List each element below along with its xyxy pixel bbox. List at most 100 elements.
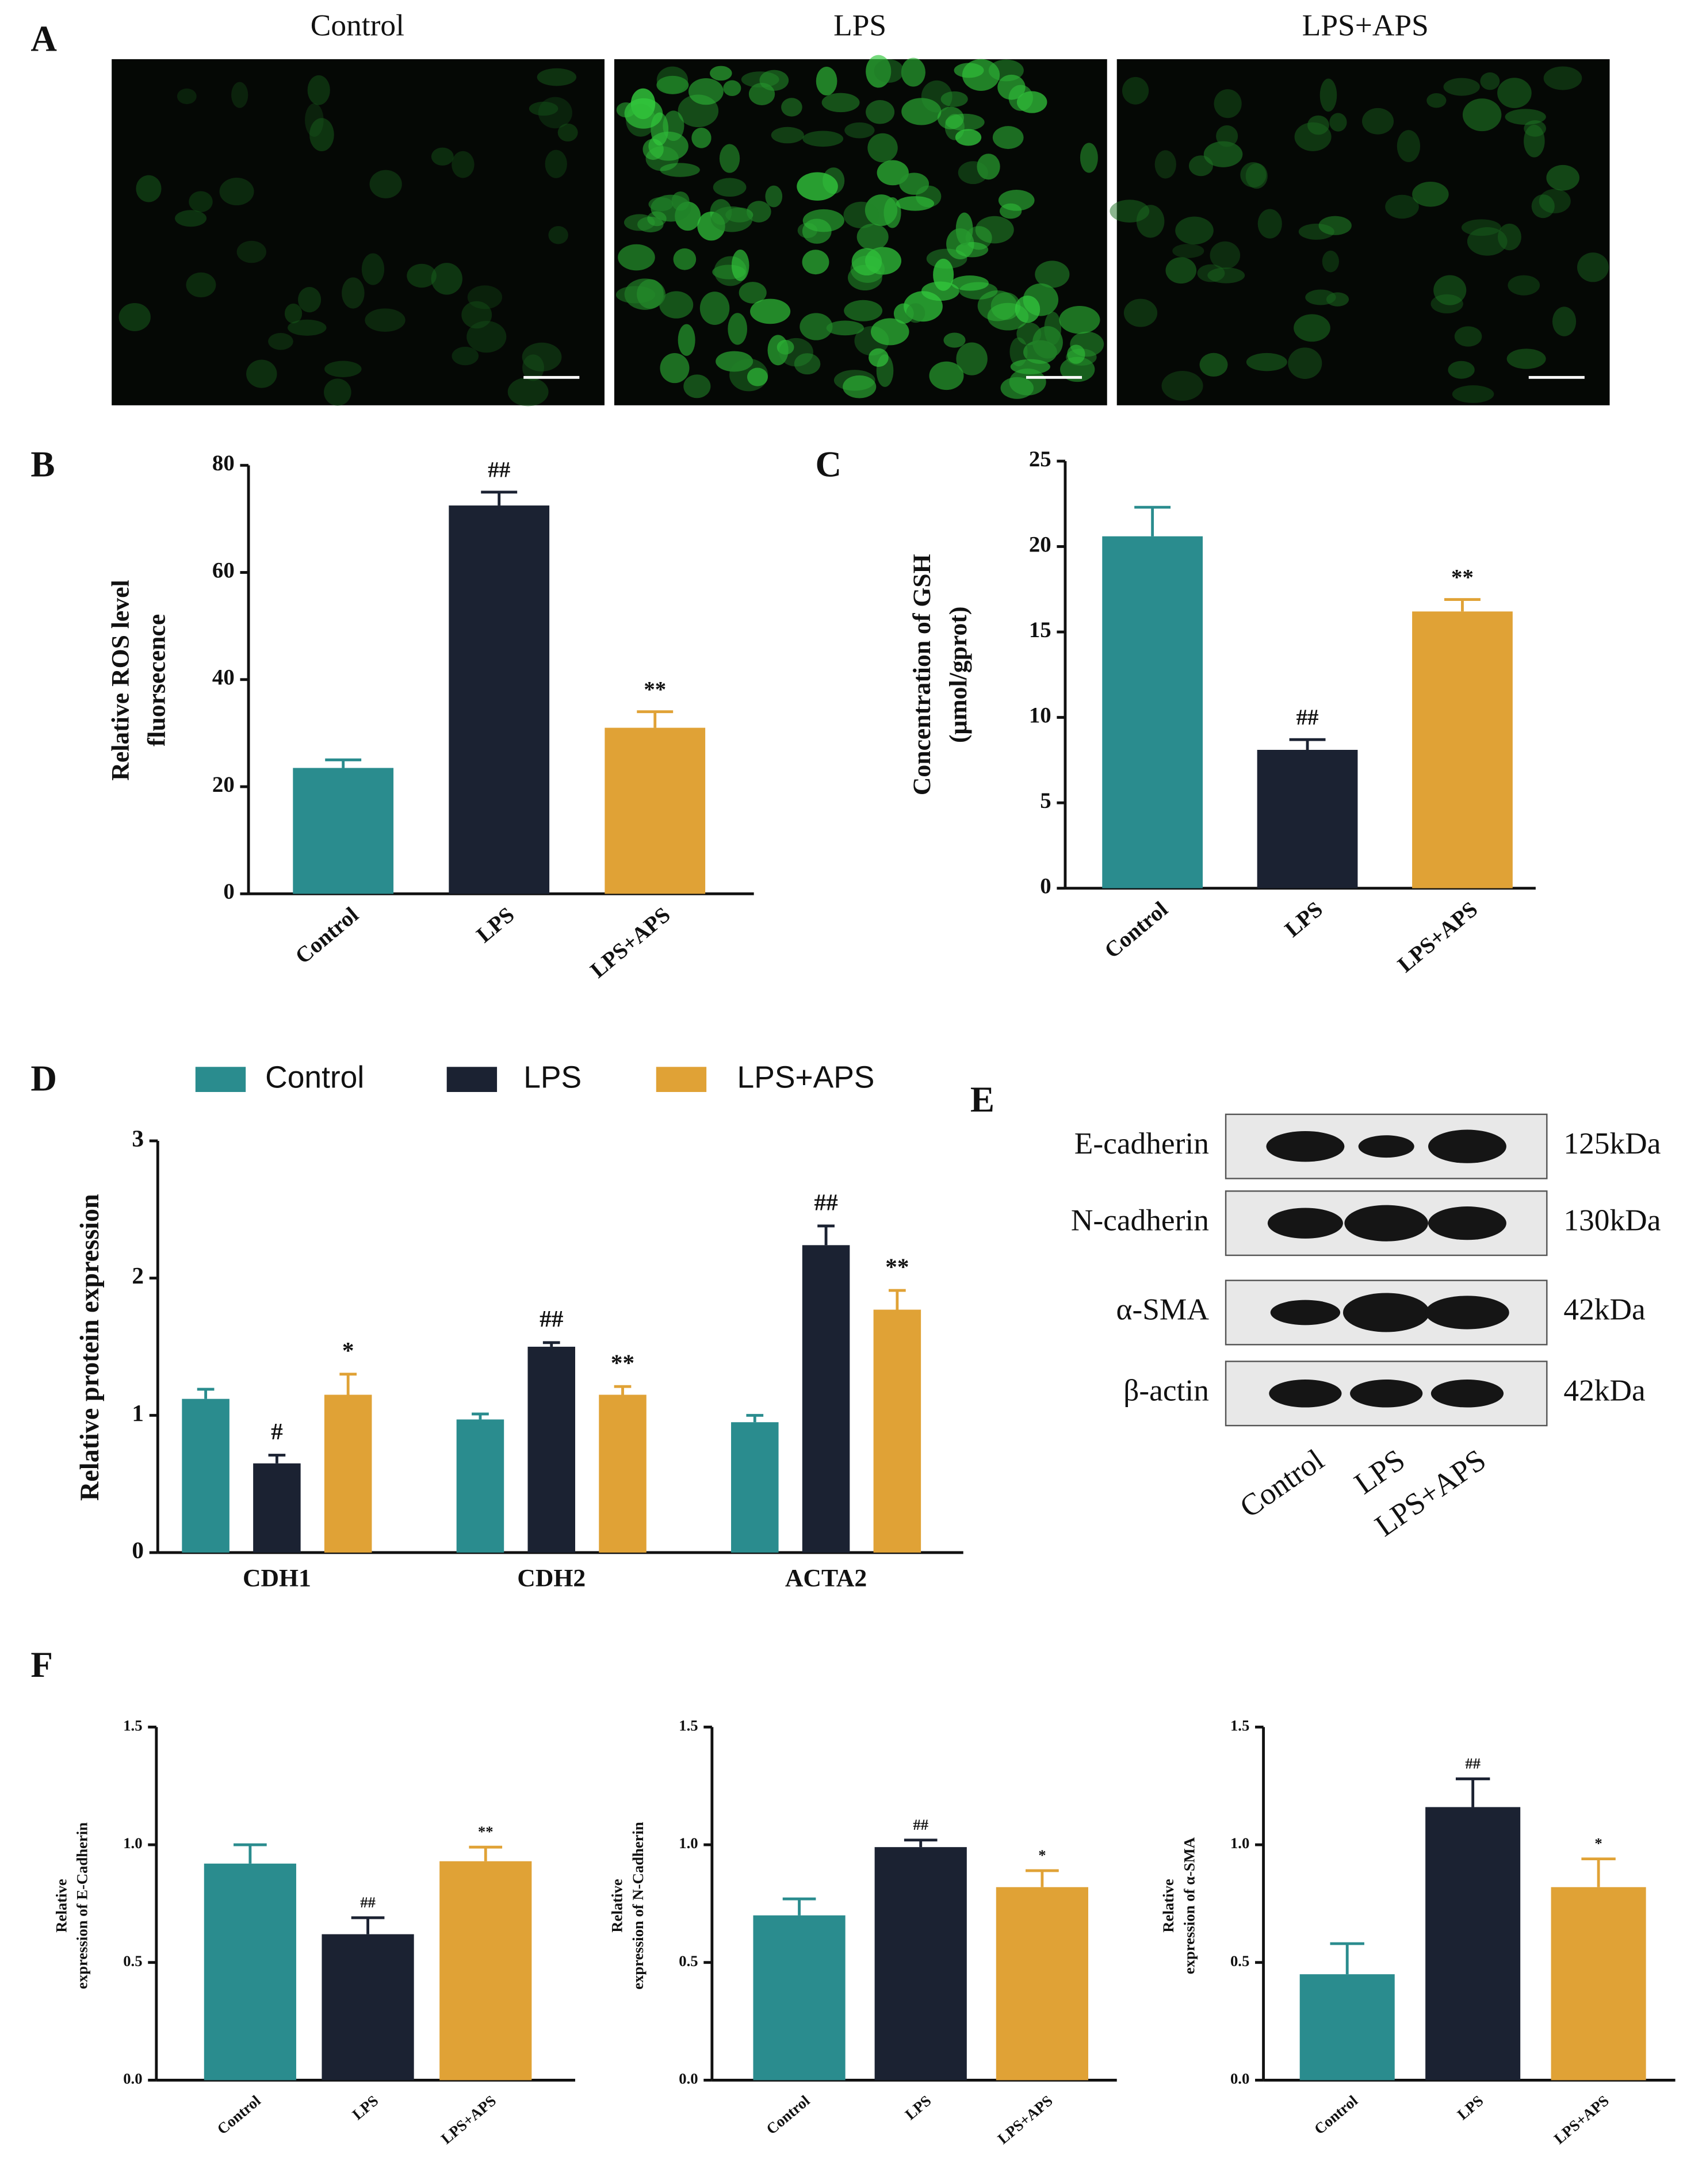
cell [1462, 98, 1502, 132]
cell [781, 98, 802, 117]
y-tick-label: 0.5 [1230, 1952, 1249, 1970]
cell [637, 216, 664, 233]
cell [921, 281, 959, 301]
significance: ## [913, 1816, 928, 1833]
cell [1506, 348, 1546, 369]
cell [691, 128, 712, 148]
cell [1443, 78, 1480, 96]
cell [365, 308, 406, 332]
significance: ## [1465, 1755, 1481, 1772]
cell [1305, 289, 1336, 305]
y-tick-label: 1 [132, 1400, 144, 1426]
cell [219, 178, 254, 206]
cell [529, 101, 559, 116]
panel-label: F [30, 1645, 53, 1685]
cell [1035, 260, 1070, 288]
cell [1552, 306, 1577, 336]
cell [844, 122, 875, 139]
cell [851, 248, 882, 276]
y-axis-label: Relative ROS level [107, 580, 135, 780]
blot-label: N-cadherin [1071, 1202, 1209, 1237]
cell [988, 59, 1024, 82]
cell [624, 278, 666, 310]
cell [1577, 252, 1609, 282]
cell [1307, 115, 1329, 135]
cell [1015, 295, 1041, 323]
cell [1448, 361, 1475, 379]
cell [557, 123, 578, 142]
x-tick-label: LPS [349, 2092, 382, 2123]
kda-label: 42kDa [1563, 1373, 1645, 1408]
y-axis-label: Relative [1160, 1879, 1177, 1933]
cell [324, 378, 351, 406]
cell [1397, 130, 1421, 162]
y-tick-label: 1.5 [1230, 1716, 1249, 1734]
cell [659, 291, 694, 319]
cell [870, 318, 909, 346]
band [1266, 1131, 1345, 1162]
y-tick-label: 0.0 [123, 2070, 142, 2087]
cell [431, 147, 454, 166]
cell [731, 250, 749, 281]
cell [866, 99, 895, 124]
cell [1154, 150, 1176, 179]
legend-swatch [195, 1067, 246, 1092]
cell [309, 118, 334, 152]
bar [324, 1394, 372, 1553]
cell [710, 66, 732, 81]
cell [1531, 194, 1555, 219]
cell [618, 244, 655, 271]
cell [1216, 125, 1238, 147]
image-title: LPS [833, 8, 886, 43]
cell [901, 58, 925, 87]
cell [1505, 109, 1546, 125]
cell [1288, 347, 1322, 380]
blot-label: β-actin [1123, 1373, 1209, 1408]
y-tick-label: 3 [132, 1125, 144, 1151]
cell [777, 340, 794, 355]
band [1430, 1379, 1504, 1408]
significance: ** [478, 1823, 494, 1840]
x-tick-label: LPS+APS [1393, 896, 1482, 977]
cell [545, 150, 567, 178]
cell [1214, 89, 1242, 118]
significance: ** [611, 1350, 634, 1376]
significance: ** [885, 1253, 909, 1279]
y-axis-label: Relative [608, 1879, 625, 1933]
bar [204, 1863, 296, 2080]
cell [865, 194, 898, 226]
cell [288, 319, 327, 336]
bar [1551, 1887, 1646, 2080]
cell [1452, 385, 1494, 403]
cell [823, 167, 845, 194]
cell [1032, 326, 1063, 359]
micrograph [112, 59, 605, 405]
cell [943, 332, 966, 348]
panel-label: C [815, 445, 841, 485]
cell [716, 351, 753, 372]
bar [802, 1245, 850, 1553]
cell [802, 250, 829, 275]
y-tick-label: 15 [1029, 618, 1051, 642]
cell [747, 367, 768, 386]
cell [1136, 205, 1165, 238]
significance: ## [1296, 705, 1319, 730]
band [1269, 1379, 1342, 1408]
cell [1294, 314, 1330, 342]
cell [118, 302, 151, 331]
cell [759, 70, 789, 91]
cell [779, 338, 813, 367]
cell [1508, 275, 1540, 296]
significance: * [1038, 1846, 1046, 1864]
cell [1210, 241, 1241, 270]
cell [1361, 108, 1394, 135]
cell [342, 277, 365, 309]
cell [711, 206, 753, 232]
cell [826, 320, 864, 336]
cell [642, 139, 664, 160]
cell [407, 263, 437, 288]
cell [507, 377, 549, 407]
cell [699, 292, 730, 325]
cell [1257, 209, 1282, 239]
